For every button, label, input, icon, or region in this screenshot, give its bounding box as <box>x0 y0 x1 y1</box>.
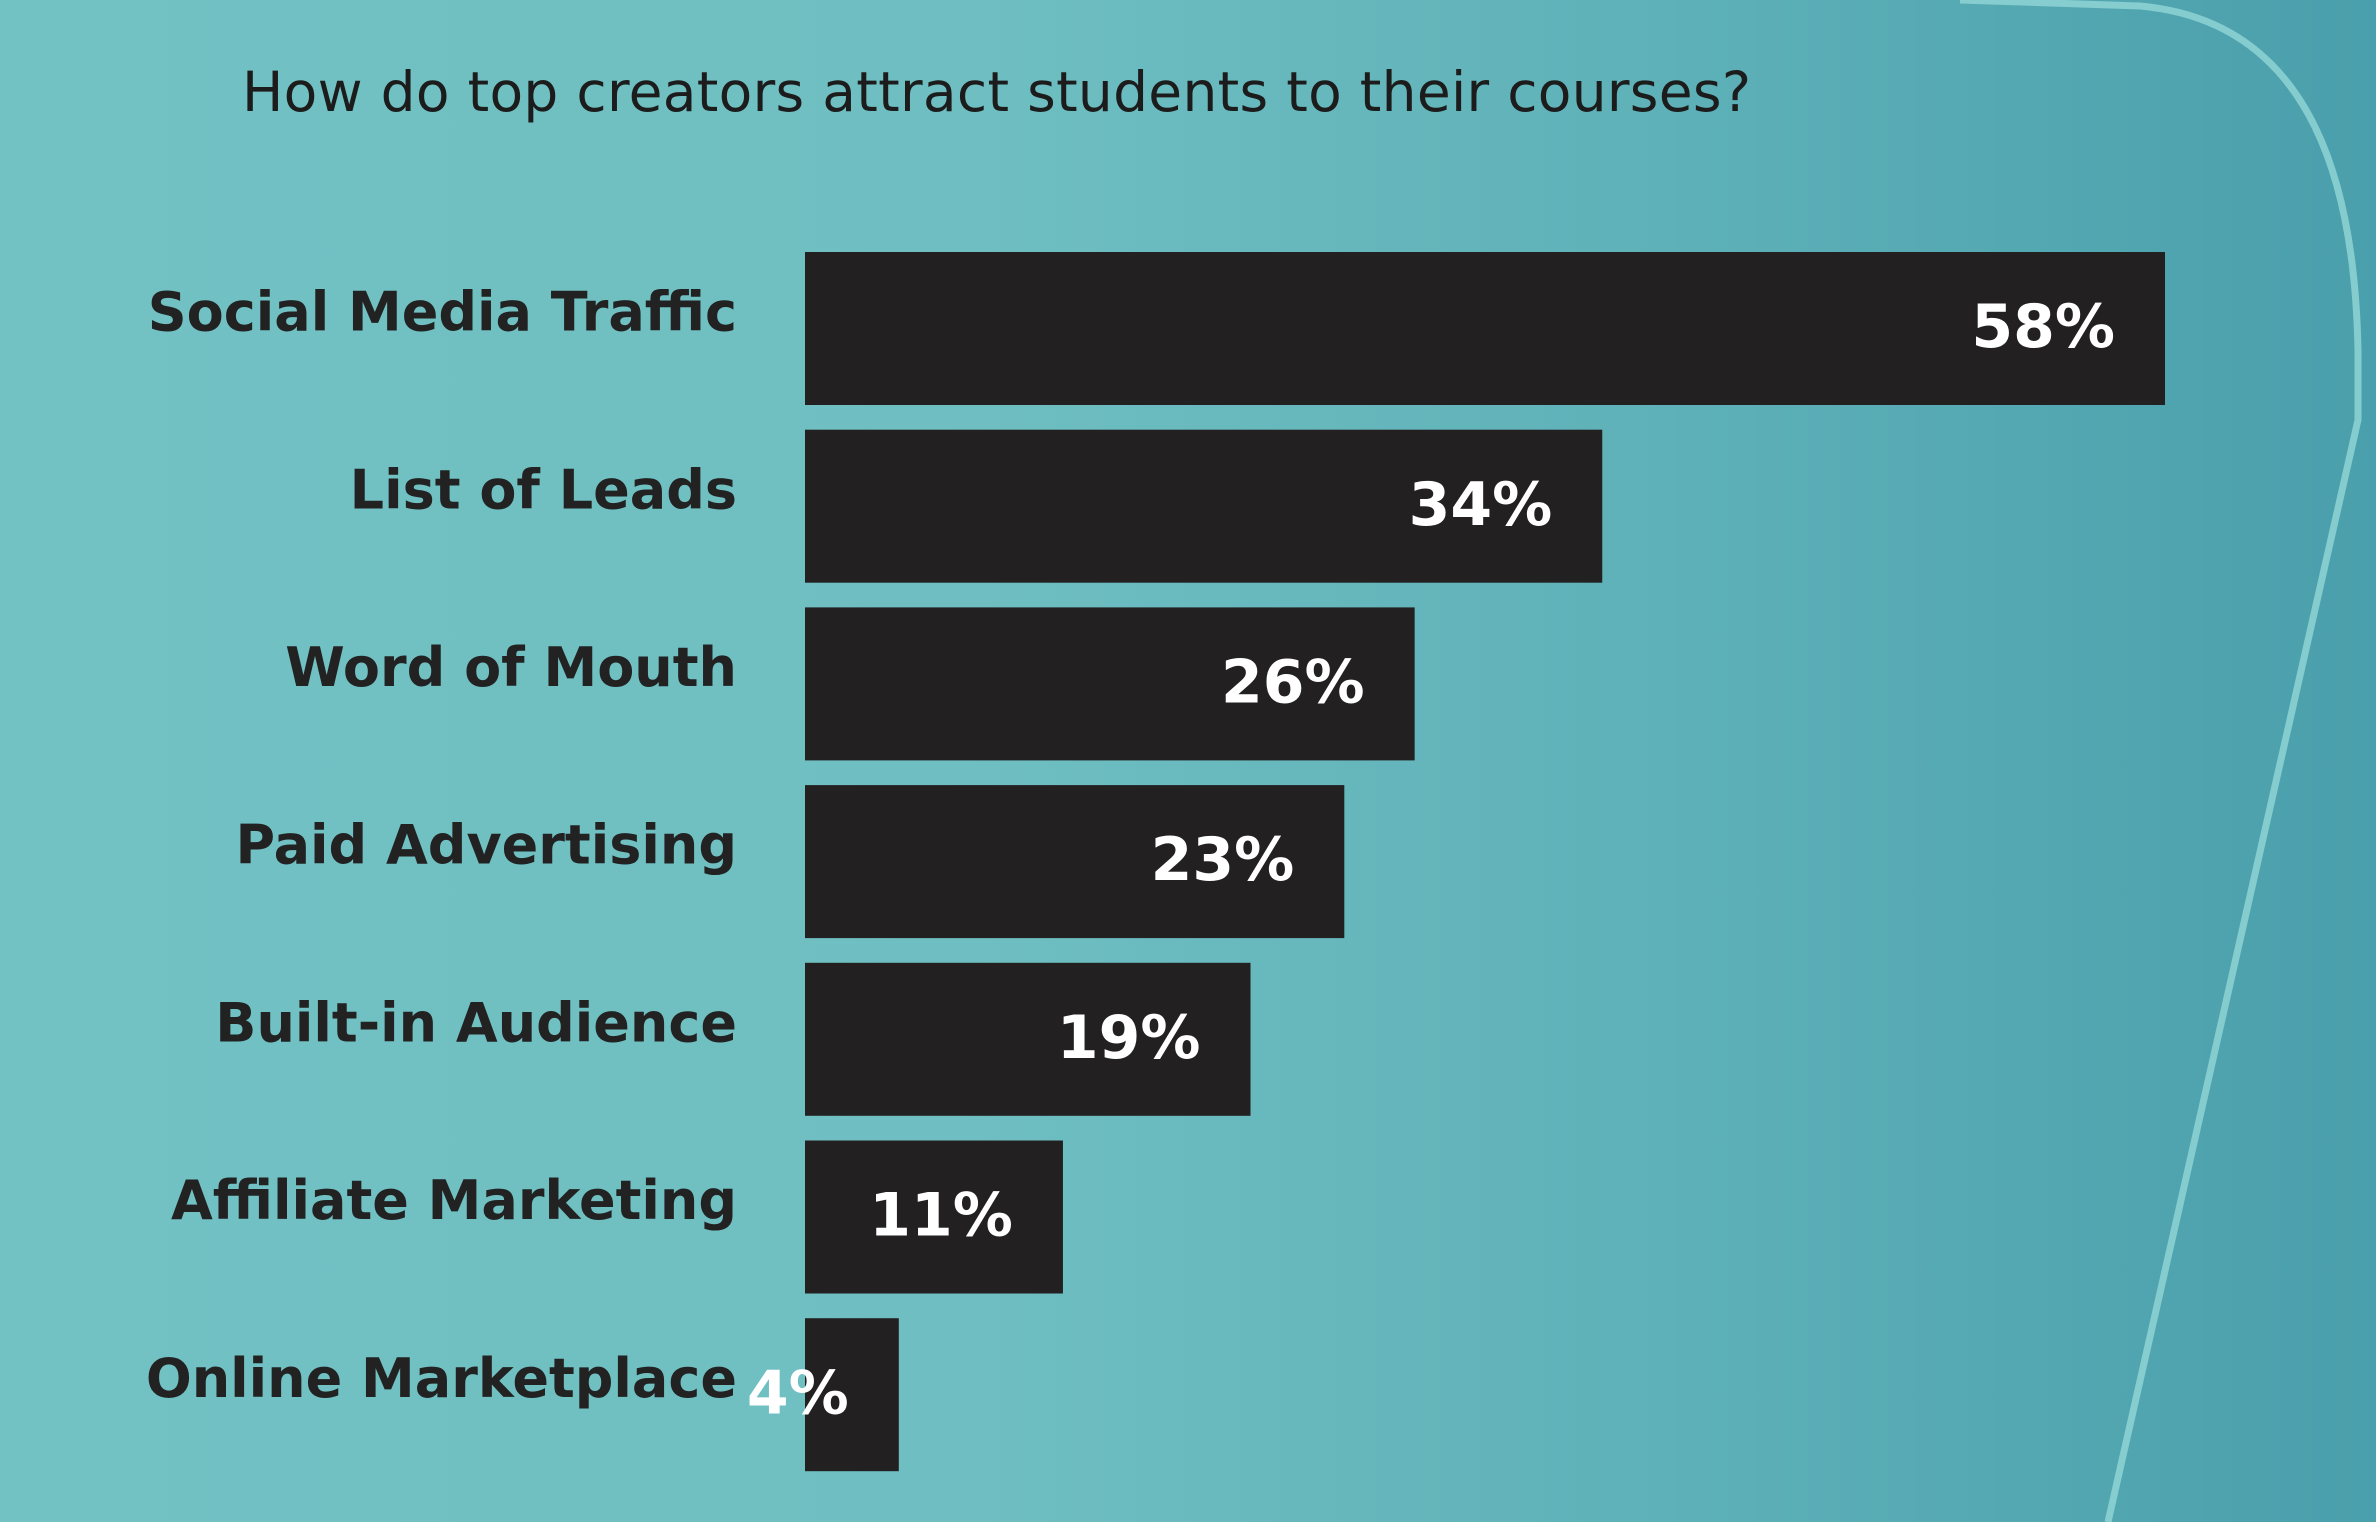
bar-word-of-mouth <box>805 607 1415 761</box>
value-label-word-of-mouth: 26% <box>1221 647 1365 717</box>
category-label-built-in-audience: Built-in Audience <box>215 991 737 1054</box>
value-label-paid-advertising: 23% <box>1151 825 1295 895</box>
chart-title: How do top creators attract students to … <box>242 60 1752 124</box>
value-label-affiliate-marketing: 11% <box>869 1181 1013 1251</box>
value-label-list-of-leads: 34% <box>1409 470 1553 540</box>
value-label-built-in-audience: 19% <box>1057 1003 1201 1073</box>
bar-paid-advertising <box>805 785 1345 939</box>
bar-affiliate-marketing <box>805 1140 1063 1294</box>
bar-social-media-traffic <box>805 252 2165 405</box>
category-label-affiliate-marketing: Affiliate Marketing <box>171 1169 737 1232</box>
value-label-online-marketplace: 4% <box>747 1358 849 1428</box>
bar-built-in-audience <box>805 962 1251 1116</box>
bar-online-marketplace <box>805 1318 899 1472</box>
category-label-list-of-leads: List of Leads <box>350 458 737 521</box>
category-label-online-marketplace: Online Marketplace <box>146 1347 737 1410</box>
category-label-social-media-traffic: Social Media Traffic <box>148 281 737 344</box>
category-label-word-of-mouth: Word of Mouth <box>285 636 737 699</box>
bar-list-of-leads <box>805 429 1603 583</box>
category-label-paid-advertising: Paid Advertising <box>235 814 737 877</box>
value-label-social-media-traffic: 58% <box>1971 292 2115 362</box>
